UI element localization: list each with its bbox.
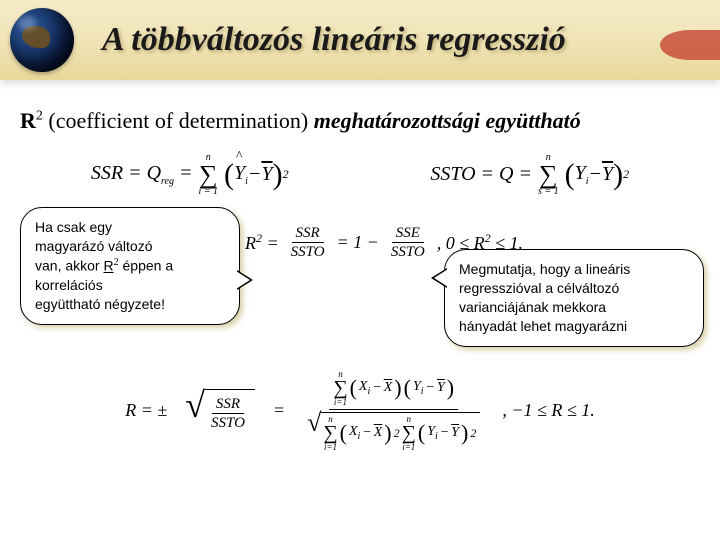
callout-right-l4: hányadát lehet magyarázni	[459, 317, 689, 336]
ssto-formula: SSTO = Q = n ∑ s = 1 ( Yi − Y ) 2	[430, 152, 629, 197]
y-hat: Yi	[234, 162, 248, 187]
ssr-paren: ( Yi − Y ) 2	[224, 158, 289, 192]
ssto-paren: ( Yi − Y ) 2	[565, 158, 630, 192]
ssr-lhs: SSR = Qreg =	[91, 162, 193, 187]
y-bar: Y	[261, 163, 272, 186]
sqrt-small: √ SSR SSTO	[185, 389, 255, 432]
callout-left-l1: Ha csak egy	[35, 218, 225, 237]
correlation-fraction: n∑i=1 (Xi − X) (Yi − Y) √ n∑i=1 (Xi − X)…	[303, 367, 484, 454]
callout-left-l3: van, akkor R2 éppen a	[35, 256, 225, 276]
r-letter: R	[20, 108, 36, 133]
callout-right-l3: varianciájának mekkora	[459, 298, 689, 317]
subtitle-ital: meghatározottsági együttható	[314, 108, 581, 133]
r-formula: R = ± √ SSR SSTO = n∑i=1 (Xi − X) (Yi − …	[20, 367, 700, 454]
sigma-icon: n ∑ i = 1	[199, 152, 219, 197]
decorative-shape	[660, 30, 720, 60]
globe-icon	[10, 8, 74, 72]
ssr-formula: SSR = Qreg = n ∑ i = 1 ( Yi − Y ) 2	[91, 152, 289, 197]
subtitle-plain: (coefficient of determination)	[43, 108, 314, 133]
slide-title: A többváltozós lineáris regresszió	[102, 21, 566, 59]
callout-right-l2: regresszióval a célváltozó	[459, 279, 689, 298]
mid-row: Ha csak egy magyarázó változó van, akkor…	[20, 219, 700, 349]
sigma-icon: n∑i=1	[333, 369, 347, 407]
sigma-icon: n ∑ s = 1	[538, 152, 559, 197]
slide-header: A többváltozós lineáris regresszió	[0, 0, 720, 80]
radical-icon: √	[185, 387, 205, 423]
callout-right-l1: Megmutatja, hogy a lineáris	[459, 260, 689, 279]
subtitle: R2 (coefficient of determination) meghat…	[20, 108, 700, 134]
sigma-icon: n∑i=1	[323, 414, 337, 452]
callout-right: Megmutatja, hogy a lineáris regresszióva…	[444, 249, 704, 347]
ssto-lhs: SSTO = Q =	[430, 163, 532, 186]
y-bar: Y	[602, 163, 613, 186]
r-sup: 2	[36, 109, 43, 124]
callout-left: Ha csak egy magyarázó változó van, akkor…	[20, 207, 240, 324]
radical-icon: √	[307, 410, 321, 436]
r-range: , −1 ≤ R ≤ 1.	[502, 400, 594, 421]
callout-left-l5: együttható négyzete!	[35, 295, 225, 314]
frac-ssr: SSR SSTO	[287, 224, 329, 261]
y-i: Yi	[575, 162, 589, 187]
formula-row-top: SSR = Qreg = n ∑ i = 1 ( Yi − Y ) 2 SSTO…	[20, 152, 700, 197]
callout-left-l2: magyarázó változó	[35, 237, 225, 256]
sigma-icon: n∑i=1	[402, 414, 416, 452]
callout-left-l4: korrelációs	[35, 276, 225, 295]
frac-sse: SSE SSTO	[387, 224, 429, 261]
